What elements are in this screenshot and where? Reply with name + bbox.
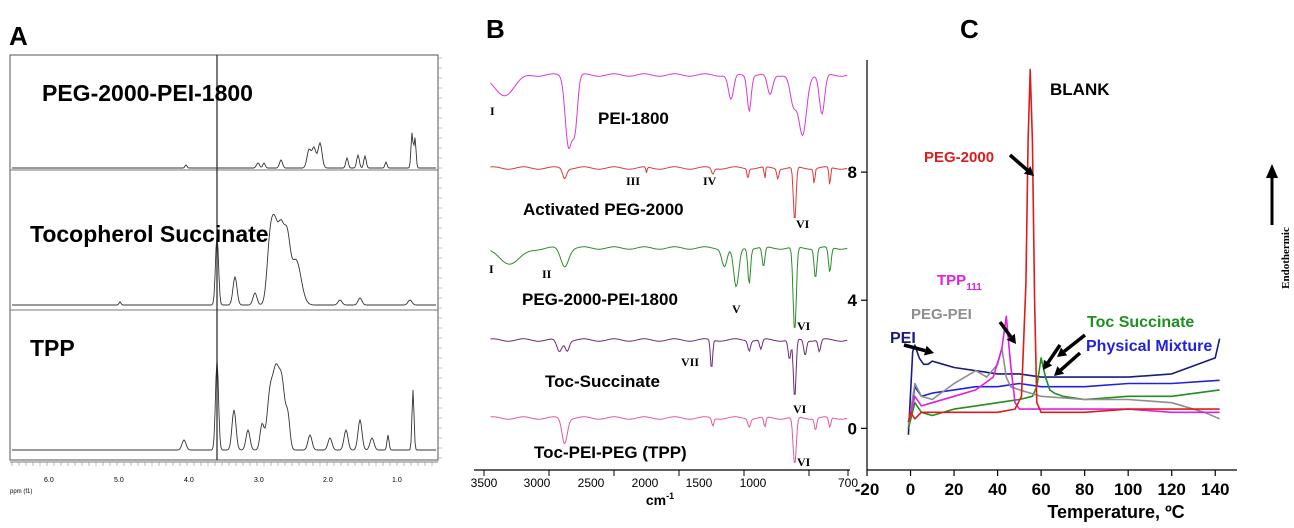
pointer-arrow bbox=[1046, 344, 1062, 364]
panel-b-tick-label: 2000 bbox=[632, 476, 659, 490]
ir-label-activated-peg: Activated PEG-2000 bbox=[523, 200, 684, 219]
y-tick-label: 8 bbox=[848, 163, 857, 182]
panel-c-y-label: Endothermic bbox=[1280, 227, 1292, 289]
dsc-series-blank bbox=[907, 68, 1220, 423]
spectrum-label-peg-pei: PEG-2000-PEI-1800 bbox=[42, 80, 253, 106]
dsc-series-peg-pei bbox=[907, 347, 1220, 426]
x-tick-label: 140 bbox=[1201, 480, 1229, 499]
x-tick-label: 20 bbox=[945, 480, 964, 499]
label-peg-pei: PEG-PEI bbox=[911, 306, 972, 323]
band-label: II bbox=[542, 267, 552, 281]
dsc-series-physical-mixture bbox=[907, 379, 1220, 429]
pointer-arrowhead bbox=[1054, 366, 1065, 376]
pointer-arrow bbox=[1008, 153, 1029, 172]
pointer-arrow bbox=[1062, 333, 1087, 353]
spectrum-label-toc-succinate: Tocopherol Succinate bbox=[30, 221, 269, 247]
label-physical-mixture: Physical Mixture bbox=[1086, 338, 1212, 355]
panel-a-tick-label: 2.0 bbox=[323, 477, 333, 484]
panel-b-x-ticks bbox=[483, 470, 849, 476]
panel-c-letter: C bbox=[960, 14, 979, 44]
label-toc-succinate: Toc Succinate bbox=[1087, 314, 1194, 331]
band-label: VI bbox=[793, 402, 807, 416]
label-blank: BLANK bbox=[1050, 80, 1110, 99]
ir-trace-tpp bbox=[490, 416, 848, 463]
panel-a-x-ticks bbox=[11, 462, 433, 466]
panel-b-tick-label: 1500 bbox=[686, 476, 713, 490]
panel-a-axis-label: ppm (f1) bbox=[10, 489, 32, 495]
nmr-trace-toc-succinate bbox=[12, 213, 436, 306]
x-tick-label: 0 bbox=[906, 480, 915, 499]
panel-a-frame bbox=[9, 54, 439, 461]
dsc-series-pei bbox=[907, 338, 1221, 435]
pointer-arrowhead bbox=[924, 345, 934, 356]
endothermic-arrowhead bbox=[1266, 164, 1278, 178]
label-tpp: TPP111 bbox=[937, 272, 982, 293]
spectrum-label-tpp: TPP bbox=[30, 335, 75, 361]
y-tick-label: 0 bbox=[848, 419, 857, 438]
band-label: III bbox=[626, 174, 640, 188]
pointer-arrowhead bbox=[1043, 359, 1053, 370]
pointer-arrow bbox=[998, 320, 1013, 338]
pointer-arrowhead bbox=[1057, 347, 1068, 357]
panel-a-tick-label: 5.0 bbox=[114, 477, 124, 484]
panel-c-series bbox=[907, 68, 1221, 435]
band-label: VI bbox=[796, 217, 810, 231]
label-pei: PEI bbox=[890, 330, 916, 347]
panel-b-tick-label: 1000 bbox=[740, 476, 767, 490]
band-label: VI bbox=[797, 455, 811, 469]
pointer-arrow bbox=[1059, 351, 1082, 372]
ir-label-peg-pei: PEG-2000-PEI-1800 bbox=[522, 290, 678, 309]
x-tick-label: 100 bbox=[1114, 480, 1142, 499]
panel-b-ftir: 3500 3000 2500 2000 1500 1000 700 cm-1 P… bbox=[471, 73, 858, 508]
pointer-arrowhead bbox=[1006, 333, 1016, 344]
panel-b-tick-label: 700 bbox=[838, 476, 858, 490]
panel-a-tick-label: 3.0 bbox=[254, 477, 264, 484]
pointer-arrowhead bbox=[1023, 166, 1034, 176]
nmr-trace-tpp bbox=[12, 359, 436, 451]
band-label: IV bbox=[703, 174, 717, 188]
panel-b-tick-label: 2500 bbox=[578, 476, 605, 490]
ir-trace-pei bbox=[490, 73, 848, 149]
x-tick-label: -20 bbox=[855, 480, 880, 499]
ir-label-tpp: Toc-PEI-PEG (TPP) bbox=[534, 443, 687, 462]
panel-b-x-label: cm-1 bbox=[646, 491, 674, 508]
panel-a-right-ticks bbox=[438, 57, 442, 459]
band-label: I bbox=[489, 262, 494, 276]
panel-b-tick-label: 3500 bbox=[471, 476, 498, 490]
band-label: V bbox=[732, 302, 741, 316]
pointer-arrow bbox=[903, 343, 926, 353]
ir-trace-toc-succinate bbox=[490, 338, 848, 395]
panel-a-tick-label: 6.0 bbox=[44, 477, 54, 484]
x-tick-label: 80 bbox=[1075, 480, 1094, 499]
x-tick-label: 40 bbox=[988, 480, 1007, 499]
x-tick-label: 60 bbox=[1032, 480, 1051, 499]
panel-c-ticks: -20 0 20 40 60 80 100 120 140 0 4 8 bbox=[848, 163, 1230, 499]
panel-a-nmr: PEG-2000-PEI-1800 Tocopherol Succinate T… bbox=[9, 54, 442, 495]
panel-b-tick-label: 3000 bbox=[524, 476, 551, 490]
x-tick-label: 120 bbox=[1158, 480, 1186, 499]
panel-a-tick-label: 1.0 bbox=[392, 477, 402, 484]
band-label: VII bbox=[681, 355, 699, 369]
nmr-trace-peg-pei bbox=[12, 132, 436, 169]
ir-label-toc-succinate: Toc-Succinate bbox=[545, 372, 660, 391]
band-label: VI bbox=[797, 319, 811, 333]
ir-label-pei: PEI-1800 bbox=[598, 109, 669, 128]
panel-b-letter: B bbox=[486, 14, 505, 44]
panel-a-tick-label: 4.0 bbox=[184, 477, 194, 484]
y-tick-label: 4 bbox=[848, 291, 858, 310]
label-peg-2000: PEG-2000 bbox=[924, 149, 994, 166]
band-label: I bbox=[490, 104, 495, 118]
panel-c-x-label: Temperature, ºC bbox=[1047, 502, 1184, 522]
ir-trace-peg-pei bbox=[490, 246, 848, 328]
panel-c-arrows bbox=[903, 153, 1087, 376]
dsc-series-tpp bbox=[907, 315, 1220, 423]
panel-a-letter: A bbox=[9, 21, 28, 51]
ir-trace-activated-peg bbox=[490, 166, 848, 219]
